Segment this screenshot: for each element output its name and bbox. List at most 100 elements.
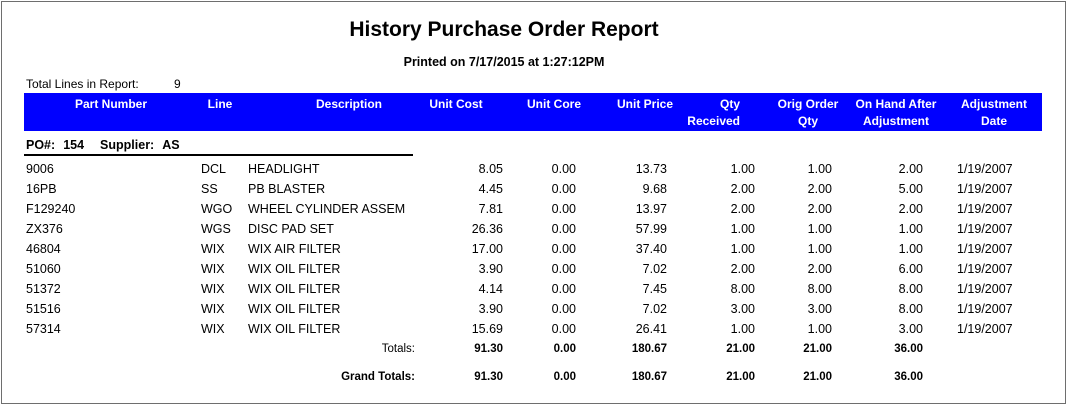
cell-unit-cost: 17.00 xyxy=(471,242,503,256)
cell-unit-price: 9.68 xyxy=(642,182,667,196)
cell-description: WHEEL CYLINDER ASSEM xyxy=(248,202,406,216)
cell-on-hand: 1.00 xyxy=(898,222,923,236)
cell-qty-received: 8.00 xyxy=(730,282,755,296)
cell-orig-order-qty: 1.00 xyxy=(807,162,832,176)
cell-adjustment-date: 1/19/2007 xyxy=(957,262,1013,276)
cell-line: WIX xyxy=(201,262,225,276)
cell-line: SS xyxy=(201,182,218,196)
cell-unit-price: 26.41 xyxy=(635,322,667,336)
grand-totals-unit-price: 180.67 xyxy=(631,371,667,383)
cell-line: WIX xyxy=(201,282,225,296)
cell-unit-core: 0.00 xyxy=(551,162,576,176)
cell-adjustment-date: 1/19/2007 xyxy=(957,162,1013,176)
grand-totals-qty-received: 21.00 xyxy=(726,371,755,383)
table-row: F129240 WGO WHEEL CYLINDER ASSEM 7.81 0.00 13… xyxy=(0,202,1067,222)
grand-totals-on-hand: 36.00 xyxy=(894,371,923,383)
table-row: 9006 DCL HEADLIGHT 8.05 0.00 13.73 1.00 1.00 2.0… xyxy=(0,162,1067,182)
cell-unit-cost: 15.69 xyxy=(471,322,503,336)
cell-qty-received: 1.00 xyxy=(730,162,755,176)
cell-description: WIX OIL FILTER xyxy=(248,322,341,336)
cell-description: WIX AIR FILTER xyxy=(248,242,341,256)
po-label: PO#: xyxy=(26,138,56,152)
cell-part-number: 51372 xyxy=(26,282,61,296)
grand-totals-unit-core: 0.00 xyxy=(553,371,576,383)
po-group-header: PO#: 154 Supplier: AS xyxy=(26,138,180,152)
cell-unit-core: 0.00 xyxy=(551,182,576,196)
cell-description: WIX OIL FILTER xyxy=(248,282,341,296)
cell-line: DCL xyxy=(201,162,227,176)
cell-line: WGO xyxy=(201,202,233,216)
cell-part-number: 57314 xyxy=(26,322,61,336)
cell-orig-order-qty: 1.00 xyxy=(807,322,832,336)
cell-description: WIX OIL FILTER xyxy=(248,302,341,316)
cell-qty-received: 1.00 xyxy=(730,242,755,256)
cell-unit-cost: 3.90 xyxy=(478,302,503,316)
cell-orig-order-qty: 2.00 xyxy=(807,202,832,216)
table-row: 57314 WIX WIX OIL FILTER 15.69 0.00 26.41 1.00… xyxy=(0,322,1067,342)
grand-totals-orig-order-qty: 21.00 xyxy=(803,371,832,383)
cell-on-hand: 3.00 xyxy=(898,322,923,336)
cell-qty-received: 3.00 xyxy=(730,302,755,316)
table-row: 16PB SS PB BLASTER 4.45 0.00 9.68 2.00 2.00 5.00… xyxy=(0,182,1067,202)
cell-unit-core: 0.00 xyxy=(551,202,576,216)
total-lines-label: Total Lines in Report: xyxy=(26,77,139,91)
supplier-value: AS xyxy=(162,138,180,152)
cell-unit-core: 0.00 xyxy=(551,222,576,236)
totals-label: Totals: xyxy=(381,343,415,355)
cell-adjustment-date: 1/19/2007 xyxy=(957,282,1013,296)
col-header-orig-order-qty: Orig Order Qty xyxy=(777,97,839,128)
cell-on-hand: 2.00 xyxy=(898,162,923,176)
cell-description: HEADLIGHT xyxy=(248,162,320,176)
cell-line: WGS xyxy=(201,222,231,236)
cell-on-hand: 2.00 xyxy=(898,202,923,216)
cell-qty-received: 1.00 xyxy=(730,322,755,336)
cell-line: WIX xyxy=(201,302,225,316)
cell-adjustment-date: 1/19/2007 xyxy=(957,242,1013,256)
cell-description: PB BLASTER xyxy=(248,182,326,196)
table-row: 46804 WIX WIX AIR FILTER 17.00 0.00 37.40 1.00… xyxy=(0,242,1067,262)
cell-unit-price: 37.40 xyxy=(635,242,667,256)
table-row: ZX376 WGS DISC PAD SET 26.36 0.00 57.99 1.00 1.… xyxy=(0,222,1067,242)
col-header-unit-price: Unit Price xyxy=(616,97,673,111)
table-header: Part Number Line Description Unit Cost U… xyxy=(24,93,1042,131)
cell-description: WIX OIL FILTER xyxy=(248,262,341,276)
cell-on-hand: 8.00 xyxy=(898,282,923,296)
cell-orig-order-qty: 3.00 xyxy=(807,302,832,316)
cell-qty-received: 2.00 xyxy=(730,182,755,196)
po-number: 154 xyxy=(63,138,85,152)
cell-adjustment-date: 1/19/2007 xyxy=(957,302,1013,316)
totals-orig-order-qty: 21.00 xyxy=(803,343,832,355)
cell-unit-cost: 7.81 xyxy=(478,202,503,216)
col-header-qty-received: Qty Received xyxy=(687,97,740,128)
cell-unit-core: 0.00 xyxy=(551,302,576,316)
col-header-unit-cost: Unit Cost xyxy=(429,97,483,111)
cell-part-number: 16PB xyxy=(26,182,57,196)
cell-orig-order-qty: 2.00 xyxy=(807,262,832,276)
cell-unit-cost: 8.05 xyxy=(478,162,503,176)
report-title: History Purchase Order Report xyxy=(349,18,659,41)
cell-qty-received: 2.00 xyxy=(730,262,755,276)
cell-adjustment-date: 1/19/2007 xyxy=(957,322,1013,336)
col-header-on-hand-after-adjustment: On Hand After Adjustment xyxy=(855,97,937,128)
cell-unit-cost: 4.14 xyxy=(478,282,503,296)
cell-on-hand: 6.00 xyxy=(898,262,923,276)
cell-part-number: 46804 xyxy=(26,242,61,256)
table-row: 51516 WIX WIX OIL FILTER 3.90 0.00 7.02 3.00 3.… xyxy=(0,302,1067,322)
cell-part-number: ZX376 xyxy=(26,222,63,236)
po-group-underline xyxy=(24,154,413,156)
col-header-adjustment-date: Adjustment Date xyxy=(961,97,1027,128)
table-row: 51372 WIX WIX OIL FILTER 4.14 0.00 7.45 8.00 8.… xyxy=(0,282,1067,302)
supplier-label: Supplier: xyxy=(100,138,155,152)
grand-totals-unit-cost: 91.30 xyxy=(474,371,503,383)
total-lines-value: 9 xyxy=(174,77,181,91)
cell-orig-order-qty: 8.00 xyxy=(807,282,832,296)
cell-unit-price: 7.02 xyxy=(642,262,667,276)
totals-row: Totals: 91.30 0.00 180.67 21.00 21.00 36… xyxy=(0,343,1067,359)
cell-on-hand: 1.00 xyxy=(898,242,923,256)
cell-unit-core: 0.00 xyxy=(551,282,576,296)
cell-unit-price: 57.99 xyxy=(635,222,667,236)
grand-totals-row: Grand Totals: 91.30 0.00 180.67 21.00 21… xyxy=(0,371,1067,387)
cell-adjustment-date: 1/19/2007 xyxy=(957,182,1013,196)
cell-unit-cost: 4.45 xyxy=(478,182,503,196)
total-lines: Total Lines in Report: 9 xyxy=(26,77,181,91)
